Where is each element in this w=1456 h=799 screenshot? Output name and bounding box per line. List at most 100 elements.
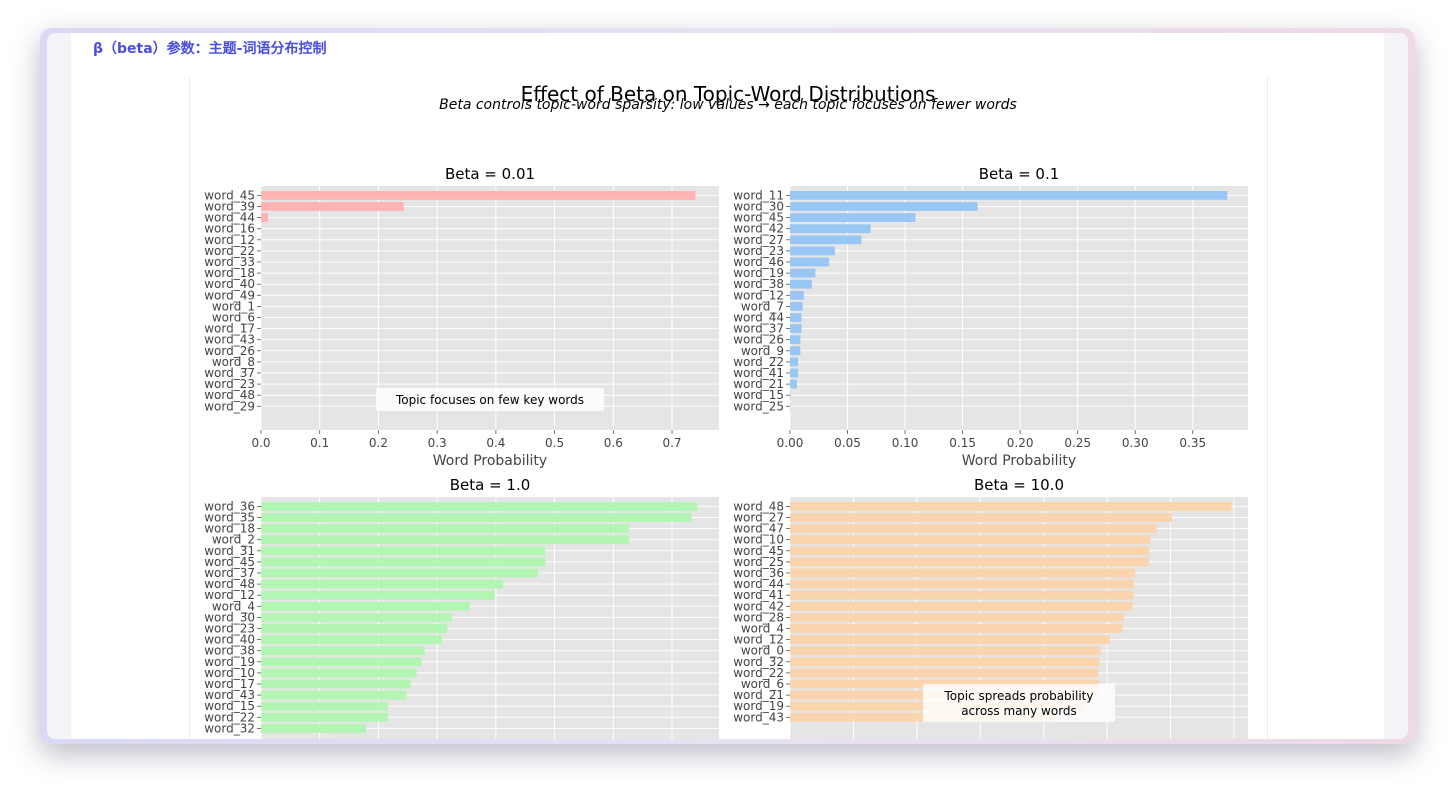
y-tick-label: word_26	[733, 333, 784, 347]
y-tick-label: word_48	[733, 499, 784, 513]
bar	[790, 546, 1150, 556]
y-tick-label: word_10	[204, 666, 255, 680]
bar	[261, 535, 630, 545]
y-tick-label: word_37	[733, 322, 784, 336]
y-tick-label: word_26	[204, 344, 255, 358]
panel-2: word_11word_30word_45word_42word_27word_…	[733, 165, 1248, 469]
bar	[790, 579, 1134, 589]
bar	[790, 224, 871, 234]
y-tick-label: word_42	[733, 222, 784, 236]
bar	[261, 513, 692, 522]
bar	[790, 601, 1133, 611]
x-tick-label: 0.00	[777, 436, 804, 450]
y-tick-label: word_43	[204, 333, 255, 347]
bar	[790, 368, 799, 378]
y-tick-label: word_22	[204, 710, 255, 724]
panel-1: word_45word_39word_44word_16word_12word_…	[204, 165, 719, 469]
x-tick-label: 0.35	[1179, 436, 1206, 450]
y-tick-label: word_4	[212, 599, 255, 613]
y-tick-label: word_22	[733, 666, 784, 680]
bar	[261, 724, 367, 733]
y-tick-label: word_46	[733, 255, 784, 269]
x-tick-label: 0.2	[369, 436, 388, 450]
y-tick-label: word_23	[204, 622, 255, 636]
bar	[261, 590, 495, 600]
y-tick-label: word_37	[204, 366, 255, 380]
y-tick-label: word_18	[204, 266, 255, 280]
y-tick-label: word_31	[204, 544, 255, 558]
y-tick-label: word_30	[204, 610, 255, 624]
y-tick-label: word_6	[741, 677, 784, 691]
bar	[790, 268, 816, 278]
bar	[790, 302, 803, 311]
y-tick-label: word_48	[204, 388, 255, 402]
y-tick-label: word_8	[212, 355, 255, 369]
y-tick-label: word_12	[204, 233, 255, 247]
bar	[261, 624, 448, 633]
y-tick-label: word_7	[741, 299, 784, 313]
x-tick-label: 0.3	[428, 436, 447, 450]
x-axis-label: Word Probability	[433, 453, 547, 469]
bar	[261, 712, 388, 722]
y-tick-label: word_29	[204, 399, 255, 413]
bar	[790, 668, 1099, 678]
chart-title: Effect of Beta on Topic-Word Distributio…	[521, 82, 936, 106]
x-tick-label: 0.20	[1007, 436, 1034, 450]
y-tick-label: word_28	[733, 610, 784, 624]
y-tick-label: word_21	[733, 688, 784, 702]
bar	[790, 568, 1136, 578]
bar	[790, 646, 1101, 656]
y-tick-label: word_6	[212, 311, 255, 325]
y-tick-label: word_0	[741, 644, 784, 658]
bar	[261, 546, 546, 556]
bar	[261, 213, 269, 222]
y-tick-label: word_37	[204, 566, 255, 580]
y-tick-label: word_21	[733, 377, 784, 391]
y-tick-label: word_19	[204, 655, 255, 669]
bar	[790, 346, 801, 356]
y-tick-label: word_10	[733, 533, 784, 547]
chart-panels: word_45word_39word_44word_16word_12word_…	[204, 165, 1248, 739]
bar	[261, 202, 404, 211]
bar	[790, 613, 1124, 622]
y-tick-label: word_39	[204, 200, 255, 214]
annotation-box	[376, 388, 604, 411]
bar	[790, 335, 801, 345]
panel-title: Beta = 0.1	[979, 165, 1060, 183]
annotation-text: across many words	[961, 704, 1077, 718]
y-tick-label: word_49	[204, 288, 255, 302]
bar	[790, 379, 797, 389]
y-tick-label: word_44	[733, 577, 784, 591]
y-tick-label: word_27	[733, 511, 784, 525]
bar	[261, 502, 698, 511]
plot-area	[790, 186, 1248, 430]
x-tick-label: 0.15	[949, 436, 976, 450]
y-tick-label: word_40	[204, 633, 255, 647]
x-tick-label: 0.05	[834, 436, 861, 450]
y-tick-label: word_36	[204, 499, 255, 513]
y-tick-label: word_35	[204, 511, 255, 525]
browser-window: β（beta）参数：主题-词语分布控制 Effect of Beta on To…	[40, 28, 1415, 744]
x-tick-label: 0.25	[1064, 436, 1091, 450]
y-tick-label: word_48	[204, 577, 255, 591]
y-tick-label: word_45	[204, 188, 255, 202]
y-tick-label: word_43	[733, 710, 784, 724]
y-tick-label: word_25	[733, 555, 784, 569]
x-axis-label: Word Probability	[962, 453, 1076, 469]
y-tick-label: word_22	[733, 355, 784, 369]
y-tick-label: word_44	[204, 211, 255, 225]
bar	[790, 535, 1151, 545]
panel-title: Beta = 0.01	[445, 165, 535, 183]
bar	[790, 524, 1157, 533]
page: β（beta）参数：主题-词语分布控制 Effect of Beta on To…	[71, 33, 1384, 739]
y-tick-label: word_4	[741, 622, 784, 636]
y-tick-label: word_38	[733, 277, 784, 291]
window-content: β（beta）参数：主题-词语分布控制 Effect of Beta on To…	[47, 33, 1408, 739]
annotation-text: Topic focuses on few key words	[395, 393, 584, 407]
y-tick-label: word_30	[733, 200, 784, 214]
bar	[261, 701, 388, 711]
x-tick-label: 0.4	[486, 436, 505, 450]
x-tick-label: 0.30	[1122, 436, 1149, 450]
y-tick-label: word_2	[212, 533, 255, 547]
y-tick-label: word_36	[733, 566, 784, 580]
